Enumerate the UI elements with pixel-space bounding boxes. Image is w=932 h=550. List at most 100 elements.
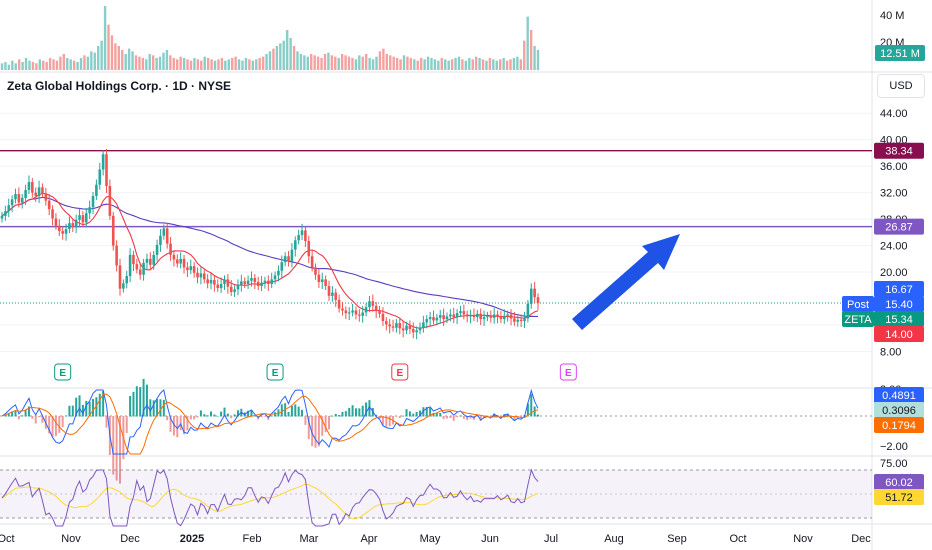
volume-bar [196, 59, 200, 70]
price-tag-prefix-box [842, 296, 874, 312]
candle-body [270, 279, 273, 285]
macd-value-tag [874, 402, 924, 418]
candle-body [213, 280, 216, 285]
volume-bar [461, 59, 464, 70]
candle-body [273, 275, 277, 280]
candle-body [310, 256, 314, 268]
candle-body [425, 319, 429, 323]
volume-bar [258, 58, 261, 70]
macd-histogram-bar [419, 410, 422, 417]
volume-bar [330, 55, 334, 70]
macd-histogram-bar [41, 416, 44, 423]
volume-bar [138, 56, 141, 70]
candle-body [175, 259, 179, 264]
volume-bar [206, 58, 210, 70]
candle-body [526, 303, 530, 319]
candle-body [361, 312, 365, 316]
time-tick: Jul [544, 533, 558, 545]
price-tag [874, 281, 924, 297]
volume-bar [158, 56, 162, 70]
volume-bar [430, 58, 433, 70]
earnings-marker-box [54, 363, 72, 381]
candle-body [111, 215, 115, 246]
volume-bar [437, 60, 440, 70]
volume-bar [402, 55, 406, 70]
volume-bar [327, 52, 330, 70]
macd-histogram-bar [452, 416, 455, 421]
volume-bar [97, 46, 100, 70]
macd-histogram-bar [537, 414, 539, 417]
currency-button[interactable]: USD [877, 74, 925, 98]
volume-bar [474, 56, 478, 70]
volume-bar [90, 51, 93, 70]
candle-body [388, 324, 391, 327]
macd-histogram-bar [301, 409, 304, 417]
macd-histogram-bar [139, 387, 142, 417]
candle-body [445, 316, 449, 320]
candle-body [428, 317, 432, 320]
volume-bar [265, 54, 268, 70]
macd-histogram-bar [290, 405, 293, 417]
candle-body [17, 193, 21, 203]
candle-body [91, 195, 95, 208]
candle-body [499, 316, 503, 320]
candle-body [199, 273, 203, 278]
price-tag [874, 311, 924, 327]
price-tag [874, 326, 924, 342]
candle-body [435, 317, 439, 321]
volume-bar [358, 55, 361, 70]
macd-histogram-bar [223, 407, 226, 417]
macd-histogram-bar [476, 416, 479, 417]
volume-bar [533, 46, 536, 70]
candle-body [442, 315, 445, 320]
candle-body [219, 284, 223, 288]
macd-histogram-bar [85, 400, 88, 417]
volume-bar [186, 59, 189, 70]
candle-body [277, 270, 280, 276]
volume-bar [28, 60, 31, 70]
volume-bar [354, 59, 358, 70]
time-tick: Sep [667, 533, 687, 545]
volume-bar [248, 59, 251, 70]
volume-bar [255, 59, 258, 70]
candle-body [182, 258, 186, 268]
candle-body [381, 313, 385, 322]
candle-body [88, 207, 91, 214]
candle-body [415, 330, 418, 333]
macd-histogram-bar [442, 416, 445, 420]
macd-histogram-bar [156, 399, 159, 417]
candle-body [0, 215, 4, 219]
candle-body [283, 256, 287, 263]
rsi-value-label: 60.02 [885, 477, 913, 489]
level-price-label: 38.34 [885, 146, 913, 158]
macd-histogram-bar [361, 405, 364, 417]
candle-body [320, 279, 324, 283]
macd-histogram-bar [27, 406, 30, 417]
candle-body [71, 223, 75, 228]
candle-body [263, 280, 267, 283]
candle-body [401, 328, 405, 331]
rsi-value-label: 51.72 [885, 492, 913, 504]
macd-histogram-bar [51, 416, 54, 437]
candle-body [347, 312, 351, 314]
macd-histogram-bar [422, 407, 425, 417]
candle-body [68, 223, 71, 230]
time-tick: Dec [851, 533, 871, 545]
macd-histogram-bar [331, 415, 334, 417]
macd-histogram-bar [206, 415, 209, 417]
price-tick: 36.00 [880, 161, 908, 173]
level-price-tag [874, 142, 924, 159]
macd-histogram-bar [11, 411, 14, 417]
time-tick: Dec [120, 533, 140, 545]
time-tick: Nov [793, 533, 813, 545]
macd-histogram-bar [375, 414, 378, 417]
candle-body [14, 193, 17, 200]
macd-histogram-bar [189, 416, 192, 420]
macd-histogram-bar [533, 406, 536, 417]
candle-body [24, 190, 27, 198]
macd-value-label: 0.4891 [882, 390, 916, 402]
volume-bar [55, 60, 59, 70]
candle-body [496, 314, 499, 317]
macd-histogram-bar [95, 397, 98, 417]
